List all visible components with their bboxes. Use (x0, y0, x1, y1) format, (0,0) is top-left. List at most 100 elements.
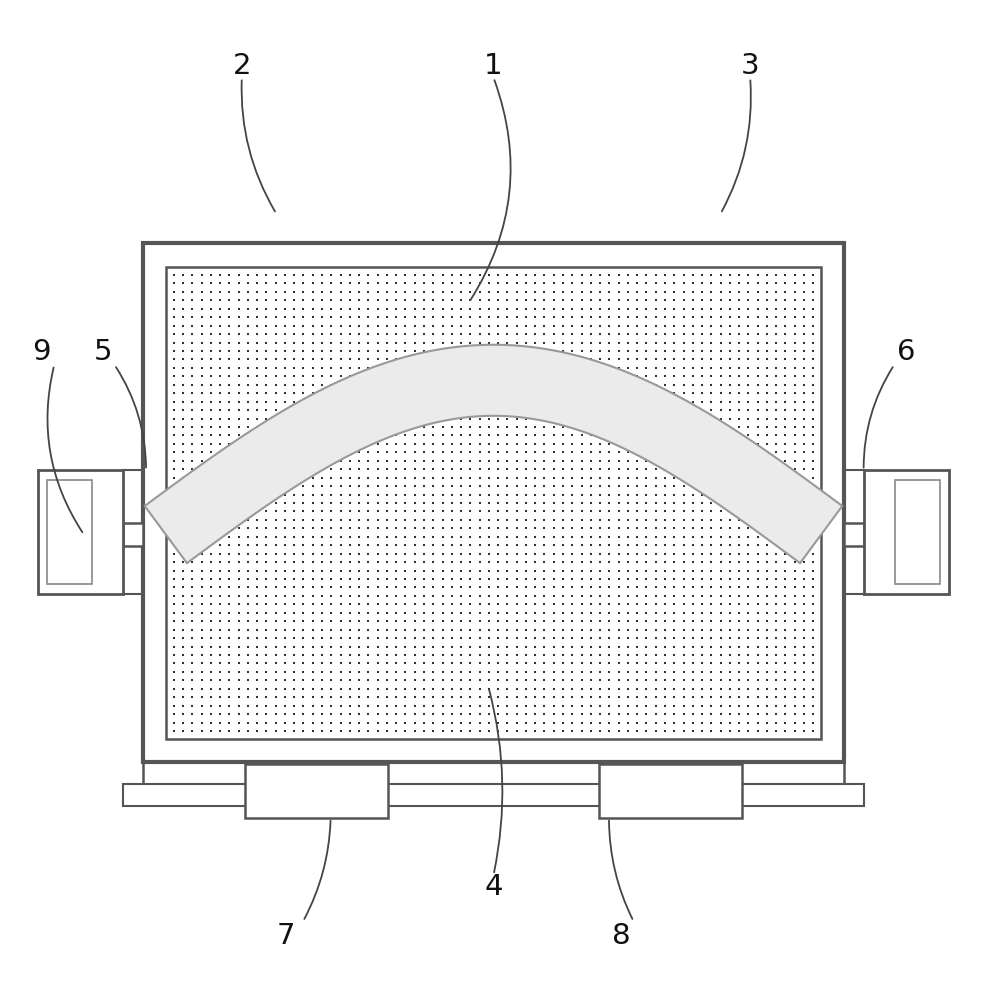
Point (554, 461, 570, 477)
Point (397, 537, 413, 553)
Point (619, 411, 635, 427)
Point (786, 554, 802, 570)
Point (480, 664, 496, 680)
Point (471, 605, 487, 621)
Point (221, 385, 237, 401)
Point (231, 478, 246, 494)
Point (231, 427, 246, 443)
Point (749, 613, 765, 629)
Point (166, 461, 181, 477)
Point (499, 326, 515, 342)
Point (600, 706, 616, 722)
Point (314, 368, 329, 384)
Point (444, 453, 459, 469)
Point (600, 419, 616, 435)
Point (370, 275, 386, 291)
Point (453, 664, 468, 680)
Point (777, 639, 793, 655)
Point (295, 385, 311, 401)
Point (370, 503, 386, 519)
Point (462, 546, 478, 562)
Point (805, 411, 820, 427)
Point (212, 681, 228, 697)
Point (573, 326, 589, 342)
Point (434, 394, 450, 410)
Point (425, 326, 441, 342)
Point (332, 309, 348, 325)
Point (267, 715, 283, 731)
Point (796, 335, 811, 351)
Point (554, 402, 570, 418)
Point (527, 402, 542, 418)
Point (193, 563, 209, 579)
Point (712, 292, 728, 308)
Point (379, 360, 394, 376)
Point (490, 292, 506, 308)
Point (740, 284, 755, 300)
Point (267, 461, 283, 477)
Point (499, 427, 515, 443)
Point (203, 596, 219, 612)
Point (647, 368, 663, 384)
Point (749, 503, 765, 519)
Point (379, 613, 394, 629)
Point (545, 335, 561, 351)
Point (610, 563, 626, 579)
Point (258, 520, 274, 536)
Point (554, 647, 570, 663)
Point (203, 478, 219, 494)
Point (693, 495, 709, 511)
Point (527, 605, 542, 621)
Point (731, 478, 746, 494)
Point (749, 664, 765, 680)
Point (203, 284, 219, 300)
Point (592, 630, 607, 646)
Point (610, 444, 626, 460)
Point (749, 723, 765, 739)
Point (351, 284, 367, 300)
Point (471, 360, 487, 376)
Point (184, 495, 200, 511)
Point (434, 385, 450, 401)
Point (703, 512, 719, 528)
Point (564, 563, 580, 579)
Point (471, 444, 487, 460)
Point (231, 351, 246, 367)
Point (387, 461, 403, 477)
Point (184, 503, 200, 519)
Point (397, 419, 413, 435)
Point (536, 478, 552, 494)
Point (323, 537, 339, 553)
Point (462, 309, 478, 325)
Point (221, 343, 237, 359)
Point (638, 571, 654, 587)
Point (731, 436, 746, 452)
Point (444, 360, 459, 376)
Point (758, 596, 774, 612)
Point (592, 537, 607, 553)
Point (518, 444, 533, 460)
Point (203, 613, 219, 629)
Point (471, 672, 487, 688)
Point (554, 681, 570, 697)
Point (387, 444, 403, 460)
Point (545, 470, 561, 486)
Point (193, 470, 209, 486)
Point (610, 284, 626, 300)
Point (777, 470, 793, 486)
Point (619, 385, 635, 401)
Point (249, 503, 265, 519)
Point (712, 588, 728, 604)
Point (731, 385, 746, 401)
Text: 8: 8 (612, 922, 630, 950)
Point (267, 689, 283, 705)
Point (480, 292, 496, 308)
Point (600, 444, 616, 460)
Point (777, 723, 793, 739)
Point (416, 520, 432, 536)
Point (444, 613, 459, 629)
Point (740, 318, 755, 334)
Point (536, 715, 552, 731)
Point (471, 622, 487, 638)
Point (314, 461, 329, 477)
